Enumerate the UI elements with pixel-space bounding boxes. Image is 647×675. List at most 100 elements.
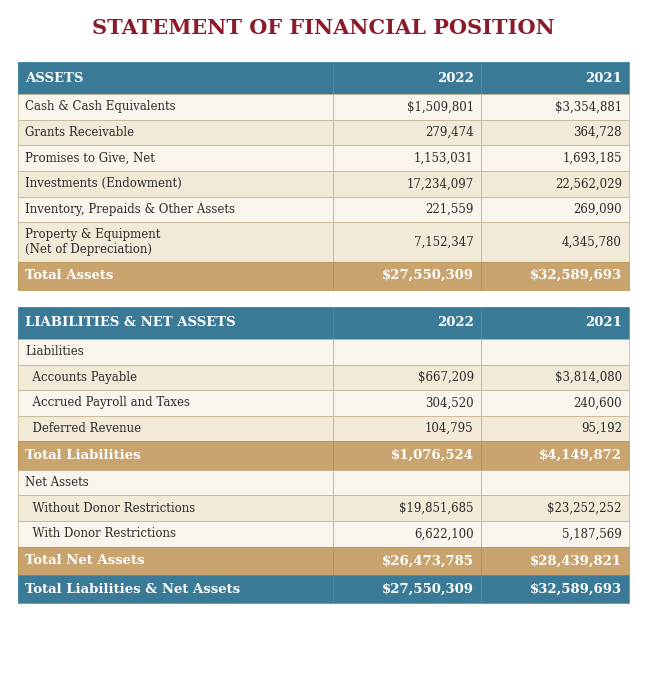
Text: Total Net Assets: Total Net Assets xyxy=(25,554,145,568)
Bar xyxy=(481,575,629,603)
Bar xyxy=(18,575,333,603)
Text: Cash & Cash Equivalents: Cash & Cash Equivalents xyxy=(25,101,176,113)
Bar xyxy=(18,120,333,146)
Bar xyxy=(333,95,481,120)
Bar xyxy=(333,223,481,262)
Bar xyxy=(481,262,629,290)
Bar xyxy=(333,416,481,441)
Text: $27,550,309: $27,550,309 xyxy=(382,583,474,596)
Text: $4,149,872: $4,149,872 xyxy=(539,449,622,462)
Text: 2022: 2022 xyxy=(437,72,474,84)
Bar xyxy=(18,470,333,495)
Text: Accrued Payroll and Taxes: Accrued Payroll and Taxes xyxy=(25,396,190,410)
Bar xyxy=(481,547,629,575)
Text: $32,589,693: $32,589,693 xyxy=(530,583,622,596)
Text: Promises to Give, Net: Promises to Give, Net xyxy=(25,152,155,165)
Bar xyxy=(481,197,629,223)
Bar xyxy=(481,62,629,95)
Bar xyxy=(481,470,629,495)
Bar xyxy=(481,197,629,223)
Text: $3,354,881: $3,354,881 xyxy=(554,101,622,113)
Bar xyxy=(18,390,333,416)
Bar xyxy=(333,390,481,416)
Bar xyxy=(333,307,481,339)
Bar xyxy=(333,575,481,603)
Bar xyxy=(18,146,333,171)
Bar xyxy=(333,262,481,290)
Bar xyxy=(18,364,333,390)
Text: Total Liabilities & Net Assets: Total Liabilities & Net Assets xyxy=(25,583,240,596)
Bar xyxy=(333,62,481,95)
Bar xyxy=(333,120,481,146)
Text: 7,152,347: 7,152,347 xyxy=(414,236,474,248)
Bar xyxy=(481,390,629,416)
Text: $26,473,785: $26,473,785 xyxy=(382,554,474,568)
Bar xyxy=(18,470,333,495)
Bar xyxy=(333,146,481,171)
Bar xyxy=(481,390,629,416)
Bar xyxy=(18,547,333,575)
Bar xyxy=(333,390,481,416)
Bar xyxy=(333,364,481,390)
Text: 17,234,097: 17,234,097 xyxy=(406,178,474,190)
Bar xyxy=(481,495,629,521)
Text: 221,559: 221,559 xyxy=(425,203,474,216)
Bar xyxy=(481,339,629,365)
Bar xyxy=(18,307,333,339)
Text: Total Assets: Total Assets xyxy=(25,269,114,282)
Bar xyxy=(18,339,333,365)
Text: 304,520: 304,520 xyxy=(425,396,474,410)
Bar xyxy=(481,120,629,146)
Text: Without Donor Restrictions: Without Donor Restrictions xyxy=(25,502,195,515)
Bar xyxy=(333,547,481,575)
Bar xyxy=(18,339,333,365)
Bar xyxy=(481,441,629,470)
Bar xyxy=(333,146,481,171)
Bar xyxy=(481,223,629,262)
Text: 269,090: 269,090 xyxy=(573,203,622,216)
Bar xyxy=(333,95,481,120)
Text: 6,622,100: 6,622,100 xyxy=(414,527,474,541)
Text: 5,187,569: 5,187,569 xyxy=(562,527,622,541)
Bar xyxy=(18,223,333,262)
Bar xyxy=(481,146,629,171)
Bar xyxy=(18,547,333,575)
Text: Total Liabilities: Total Liabilities xyxy=(25,449,141,462)
Bar xyxy=(18,521,333,547)
Bar xyxy=(333,470,481,495)
Text: Liabilities: Liabilities xyxy=(25,345,84,358)
Text: $1,076,524: $1,076,524 xyxy=(391,449,474,462)
Bar xyxy=(481,307,629,339)
Bar xyxy=(481,416,629,441)
Bar xyxy=(481,223,629,262)
Bar xyxy=(481,416,629,441)
Bar xyxy=(481,262,629,290)
Bar xyxy=(333,416,481,441)
Text: Net Assets: Net Assets xyxy=(25,476,89,489)
Text: 1,153,031: 1,153,031 xyxy=(414,152,474,165)
Text: $27,550,309: $27,550,309 xyxy=(382,269,474,282)
Bar xyxy=(18,262,333,290)
Bar xyxy=(18,223,333,262)
Text: 240,600: 240,600 xyxy=(573,396,622,410)
Bar xyxy=(18,262,333,290)
Text: 2022: 2022 xyxy=(437,317,474,329)
Bar xyxy=(481,364,629,390)
Bar xyxy=(333,262,481,290)
Bar xyxy=(333,441,481,470)
Bar xyxy=(18,390,333,416)
Text: 2021: 2021 xyxy=(585,72,622,84)
Bar xyxy=(481,120,629,146)
Text: LIABILITIES & NET ASSETS: LIABILITIES & NET ASSETS xyxy=(25,317,236,329)
Bar xyxy=(481,95,629,120)
Bar xyxy=(18,441,333,470)
Text: Deferred Revenue: Deferred Revenue xyxy=(25,422,141,435)
Bar xyxy=(481,495,629,521)
Bar xyxy=(18,441,333,470)
Bar xyxy=(18,416,333,441)
Bar xyxy=(481,575,629,603)
Bar xyxy=(18,171,333,197)
Text: 279,474: 279,474 xyxy=(425,126,474,139)
Bar xyxy=(333,521,481,547)
Bar xyxy=(333,470,481,495)
